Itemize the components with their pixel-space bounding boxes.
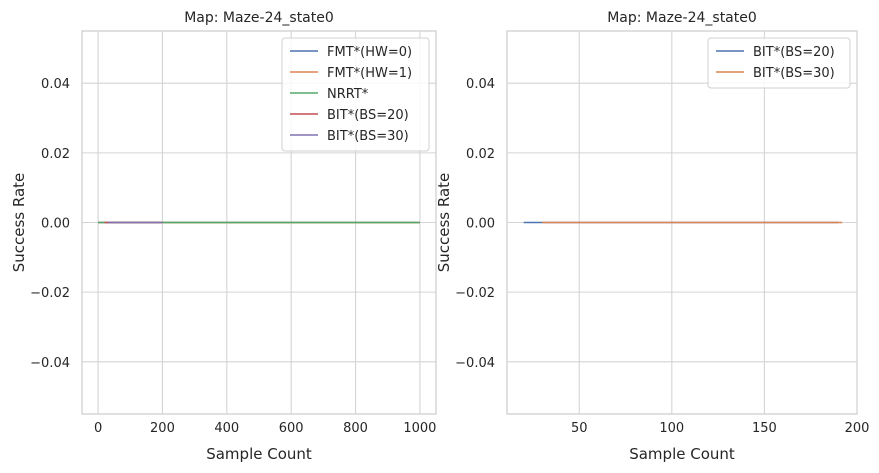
chart-title: Map: Maze-24_state0 <box>607 10 757 26</box>
legend: FMT*(HW=0) FMT*(HW=1) NRRT* BIT*(BS=20) BIT*… <box>281 37 430 152</box>
chart-title: Map: Maze-24_state0 <box>184 10 334 26</box>
x-tick-label: 600 <box>279 421 304 436</box>
x-tick-labels: 0 200 400 600 800 1000 <box>94 421 437 436</box>
y-tick-label: −0.04 <box>30 356 70 371</box>
x-axis-label: Sample Count <box>629 445 735 463</box>
x-tick-label: 400 <box>214 421 239 436</box>
x-tick-label: 800 <box>343 421 368 436</box>
legend-label: BIT*(BS=30) <box>327 129 409 144</box>
x-tick-label: 1000 <box>403 421 436 436</box>
x-tick-label: 100 <box>659 421 684 436</box>
legend-label: BIT*(BS=20) <box>753 45 835 60</box>
x-tick-labels: 50 100 150 200 <box>571 421 869 436</box>
legend-label: NRRT* <box>327 87 369 102</box>
y-tick-label: −0.04 <box>455 356 495 371</box>
legend-label: FMT*(HW=1) <box>327 66 412 81</box>
y-tick-label: −0.02 <box>30 286 70 301</box>
y-tick-label: 0.00 <box>466 217 495 232</box>
y-axis-label: Success Rate <box>435 173 453 273</box>
x-axis-label: Sample Count <box>206 445 312 463</box>
y-tick-label: 0.02 <box>41 147 70 162</box>
y-tick-label: 0.00 <box>41 217 70 232</box>
chart-panel-right: 50 100 150 200 −0.04 −0.02 0.00 0.02 0.04 Map: … <box>435 10 869 463</box>
legend: BIT*(BS=20) BIT*(BS=30) <box>707 37 851 89</box>
y-tick-label: 0.04 <box>466 77 495 92</box>
x-tick-label: 200 <box>150 421 175 436</box>
x-tick-label: 150 <box>752 421 777 436</box>
legend-box <box>281 37 430 152</box>
y-tick-label: −0.02 <box>455 286 495 301</box>
y-tick-labels: −0.04 −0.02 0.00 0.02 0.04 <box>455 77 495 371</box>
y-tick-labels: −0.04 −0.02 0.00 0.02 0.04 <box>30 77 70 371</box>
legend-label: FMT*(HW=0) <box>327 45 412 60</box>
legend-label: BIT*(BS=20) <box>327 108 409 123</box>
y-tick-label: 0.02 <box>466 147 495 162</box>
chart-panel-left: 0 200 400 600 800 1000 −0.04 −0.02 0.00 0.02 0.04… <box>10 10 437 463</box>
x-tick-label: 200 <box>845 421 870 436</box>
y-tick-label: 0.04 <box>41 77 70 92</box>
y-axis-label: Success Rate <box>10 173 28 273</box>
x-tick-label: 0 <box>94 421 102 436</box>
legend-label: BIT*(BS=30) <box>753 66 835 81</box>
x-tick-label: 50 <box>571 421 588 436</box>
